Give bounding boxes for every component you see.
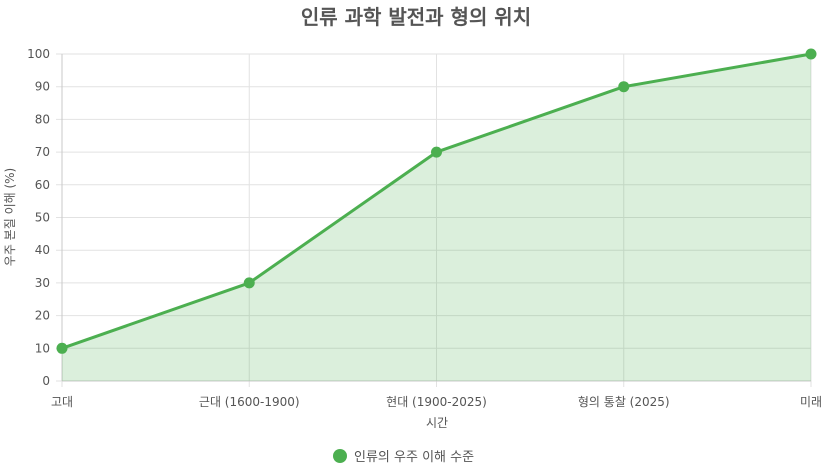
x-tick-label: 현대 (1900-2025) [386,395,487,409]
y-tick-label: 90 [35,80,50,94]
x-axis-label: 시간 [426,416,448,430]
y-tick-label: 0 [42,374,50,388]
y-axis-label: 우주 본질 이해 (%) [3,168,17,266]
y-tick-label: 40 [35,243,50,257]
legend-marker [333,449,347,463]
data-point [805,48,817,60]
series-area [62,54,811,381]
y-tick-label: 60 [35,178,50,192]
data-point [431,146,442,158]
x-tick-label: 형의 통찰 (2025) [578,395,670,409]
legend-label: 인류의 우주 이해 수준 [354,450,474,465]
x-tick-label: 미래 [800,395,822,409]
legend[interactable]: 인류의 우주 이해 수준 [333,449,474,465]
x-tick-label: 고대 [51,395,73,409]
series [56,48,817,381]
y-tick-label: 50 [35,211,50,225]
y-tick-label: 20 [35,309,50,323]
chart-title: 인류 과학 발전과 형의 위치 [301,5,531,29]
y-tick-label: 100 [27,47,50,61]
y-tick-label: 30 [35,276,50,290]
axes: 0 10 20 30 40 50 60 70 80 90 100 고대 근대 (1600-1900) 현대… [27,47,822,409]
x-tick-label: 근대 (1600-1900) [199,395,300,409]
data-point [56,342,68,354]
y-tick-label: 10 [35,341,50,355]
y-tick-label: 80 [35,112,50,126]
data-point [618,81,630,93]
y-tick-label: 70 [35,145,50,159]
data-point [243,277,255,289]
